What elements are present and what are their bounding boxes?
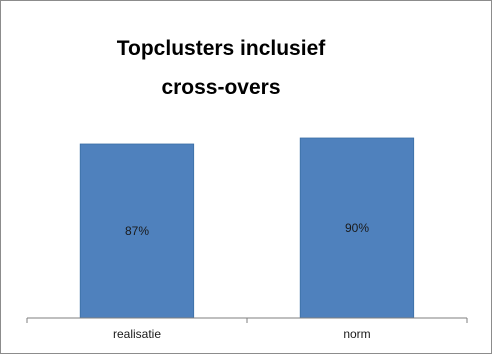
bar-norm	[299, 137, 415, 319]
category-label-realisatie: realisatie	[113, 327, 161, 341]
chart-title-line-2: cross-overs	[161, 76, 280, 99]
x-axis: realisatie norm	[26, 317, 468, 341]
bars-layer: 87% 90%	[79, 137, 415, 319]
data-label-norm: 90%	[345, 221, 369, 235]
chart-title-line-1: Topclusters inclusief	[117, 37, 326, 60]
bar-realisatie	[79, 143, 195, 319]
category-label-norm: norm	[343, 327, 370, 341]
data-label-realisatie: 87%	[125, 224, 149, 238]
